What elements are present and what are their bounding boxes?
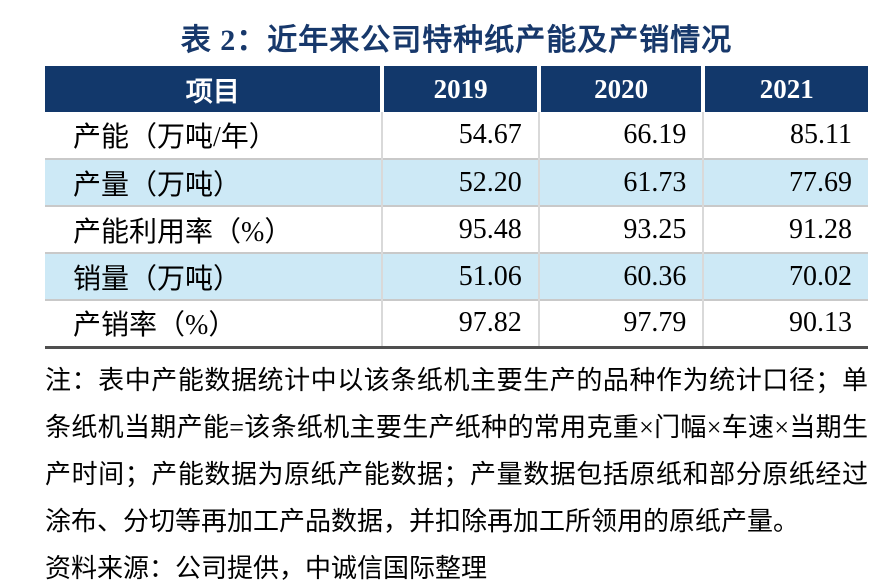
cell-value: 97.79: [537, 299, 704, 347]
cell-value: 90.13: [702, 299, 868, 347]
table-row-output: 产量（万吨） 52.20 61.73 77.69: [45, 158, 868, 206]
cell-value: 70.02: [702, 252, 868, 300]
table-row-sales-volume: 销量（万吨） 51.06 60.36 70.02: [45, 252, 868, 300]
row-label: 产能（万吨/年）: [45, 112, 383, 159]
cell-value: 93.25: [537, 205, 704, 253]
header-item-column: 项目: [45, 66, 383, 112]
table-header-row: 项目 2019 2020 2021: [45, 66, 868, 112]
row-label: 销量（万吨）: [45, 252, 383, 300]
cell-value: 66.19: [537, 112, 704, 159]
capacity-table: 项目 2019 2020 2021 产能（万吨/年） 54.67 66.19 8…: [45, 66, 868, 349]
table-row-sales-ratio: 产销率（%） 97.82 97.79 90.13: [45, 299, 868, 347]
row-label: 产销率（%）: [45, 299, 383, 347]
cell-value: 60.36: [537, 252, 704, 300]
row-label: 产能利用率（%）: [45, 205, 383, 253]
cell-value: 85.11: [702, 112, 868, 159]
header-year-2021: 2021: [701, 66, 868, 112]
table-title: 表 2：近年来公司特种纸产能及产销情况: [180, 24, 733, 57]
table-note: 注：表中产能数据统计中以该条纸机主要生产的品种作为统计口径；单条纸机当期产能=该…: [45, 365, 868, 536]
header-year-2020: 2020: [536, 66, 704, 112]
cell-value: 77.69: [702, 158, 868, 206]
header-year-2019: 2019: [380, 66, 539, 112]
cell-value: 61.73: [537, 158, 704, 206]
document-content: 表 2：近年来公司特种纸产能及产销情况 项目 2019 2020 2021 产能…: [45, 0, 868, 580]
cell-value: 97.82: [381, 299, 539, 347]
cell-value: 95.48: [381, 205, 539, 253]
cell-value: 91.28: [702, 205, 868, 253]
table-row-utilization: 产能利用率（%） 95.48 93.25 91.28: [45, 205, 868, 253]
row-label: 产量（万吨）: [45, 158, 383, 206]
cell-value: 51.06: [381, 252, 539, 300]
cell-value: 54.67: [381, 112, 539, 159]
data-source-line: 资料来源：公司提供，中诚信国际整理: [45, 553, 488, 580]
table-row-capacity: 产能（万吨/年） 54.67 66.19 85.11: [45, 112, 868, 159]
cell-value: 52.20: [381, 158, 539, 206]
